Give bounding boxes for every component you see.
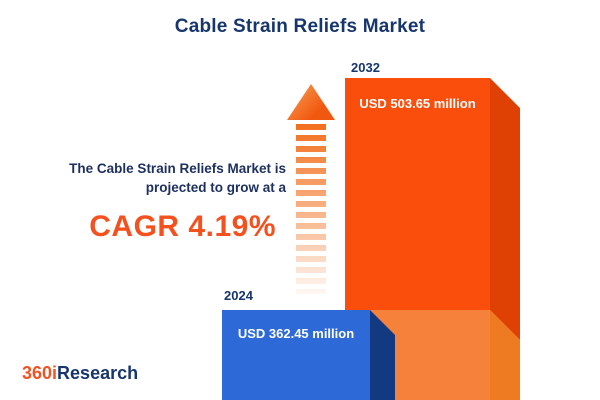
bar-2032-year-label: 2032 — [351, 60, 380, 75]
bar-2024-value-label: USD 362.45 million — [237, 326, 355, 341]
arrow-up-icon — [287, 84, 335, 120]
bar-2032-side-face — [490, 78, 520, 400]
cagr-value: CAGR 4.19% — [89, 209, 276, 243]
logo-research: Research — [57, 363, 139, 383]
bar-2024 — [222, 310, 370, 400]
bar-2032-value-label: USD 503.65 million — [359, 96, 476, 111]
description-line-1: The Cable Strain Reliefs Market is — [69, 161, 286, 176]
page-title: Cable Strain Reliefs Market — [174, 16, 426, 37]
bar-2024-year-label: 2024 — [224, 288, 253, 303]
logo: 360iResearch — [22, 363, 138, 384]
logo-360i: 360i — [22, 363, 58, 383]
growth-arrow — [287, 84, 335, 294]
description-block: The Cable Strain Reliefs Market is proje… — [28, 160, 286, 248]
arrow-dashed-tail — [296, 124, 326, 294]
description-line-2: projected to grow at a — [145, 179, 286, 195]
